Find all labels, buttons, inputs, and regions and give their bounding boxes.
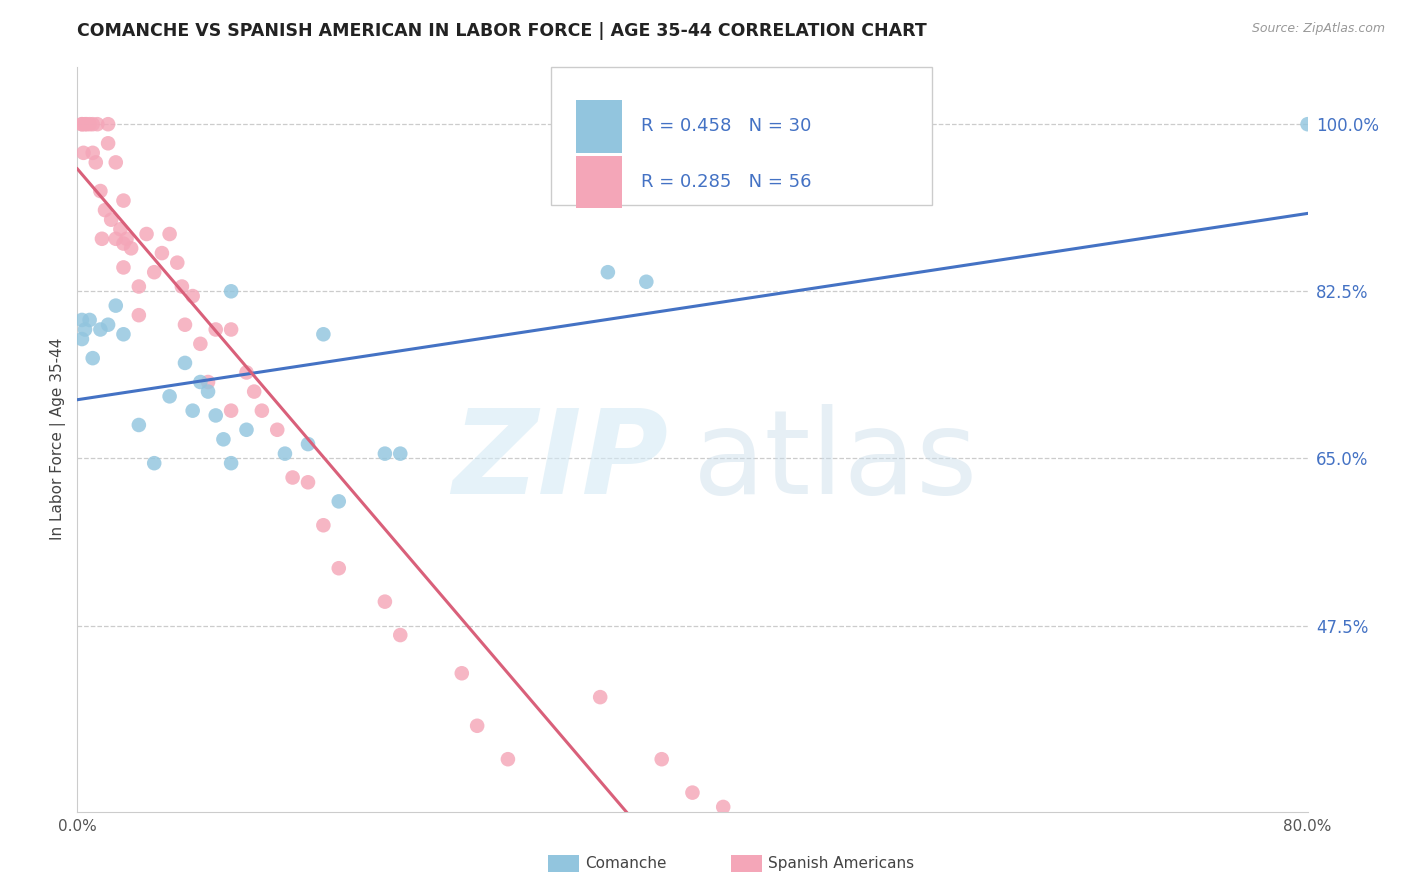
Point <box>89 184 111 198</box>
Bar <box>575 101 623 153</box>
Point <box>104 155 127 169</box>
Point <box>166 255 188 269</box>
Point <box>110 222 132 236</box>
Point <box>159 227 181 241</box>
Point <box>1296 117 1319 131</box>
Point <box>682 786 704 800</box>
Bar <box>575 156 623 209</box>
Point <box>297 437 319 451</box>
Point <box>312 518 335 533</box>
Point <box>112 327 135 342</box>
Point <box>170 279 193 293</box>
Point <box>204 322 226 336</box>
Point <box>496 752 519 766</box>
Point <box>174 318 197 332</box>
Point <box>128 308 150 322</box>
Point <box>274 447 297 461</box>
Point <box>150 246 173 260</box>
Point <box>219 456 242 470</box>
Text: Spanish Americans: Spanish Americans <box>768 856 914 871</box>
Point <box>100 212 122 227</box>
Point <box>73 117 96 131</box>
Text: Source: ZipAtlas.com: Source: ZipAtlas.com <box>1251 22 1385 36</box>
Point <box>219 285 242 299</box>
Point <box>197 375 219 389</box>
Point <box>70 313 93 327</box>
Point <box>89 322 111 336</box>
Point <box>104 232 127 246</box>
Text: R = 0.285   N = 56: R = 0.285 N = 56 <box>641 173 811 192</box>
Point <box>250 403 273 417</box>
Point <box>72 145 94 160</box>
Point <box>188 375 212 389</box>
Point <box>297 475 319 490</box>
Point <box>143 456 166 470</box>
Point <box>596 265 619 279</box>
Point <box>181 289 204 303</box>
Point <box>104 299 127 313</box>
Point <box>70 117 93 131</box>
Point <box>112 194 135 208</box>
Point <box>159 389 181 403</box>
Point <box>120 241 142 255</box>
Point <box>328 494 350 508</box>
Y-axis label: In Labor Force | Age 35-44: In Labor Force | Age 35-44 <box>51 338 66 541</box>
Point <box>79 117 101 131</box>
Point <box>465 719 488 733</box>
FancyBboxPatch shape <box>551 67 932 204</box>
Point <box>181 403 204 417</box>
Point <box>174 356 197 370</box>
Point <box>128 279 150 293</box>
Text: ZIP: ZIP <box>451 404 668 519</box>
Point <box>235 423 257 437</box>
Point <box>651 752 673 766</box>
Point <box>82 351 104 366</box>
Point <box>188 336 212 351</box>
Text: COMANCHE VS SPANISH AMERICAN IN LABOR FORCE | AGE 35-44 CORRELATION CHART: COMANCHE VS SPANISH AMERICAN IN LABOR FO… <box>77 22 927 40</box>
Point <box>97 117 120 131</box>
Point <box>636 275 658 289</box>
Point <box>115 232 138 246</box>
Text: R = 0.458   N = 30: R = 0.458 N = 30 <box>641 118 811 136</box>
Point <box>97 318 120 332</box>
Point <box>82 145 104 160</box>
Text: atlas: atlas <box>693 404 977 519</box>
Point <box>70 332 93 346</box>
Point <box>143 265 166 279</box>
Point <box>73 322 96 336</box>
Point <box>112 260 135 275</box>
Point <box>243 384 266 399</box>
Point <box>76 117 98 131</box>
Text: Comanche: Comanche <box>585 856 666 871</box>
Point <box>389 628 412 642</box>
Point <box>212 433 235 447</box>
Point <box>266 423 288 437</box>
Point <box>128 417 150 432</box>
Point <box>84 155 107 169</box>
Point <box>86 117 108 131</box>
Point <box>328 561 350 575</box>
Point <box>70 117 93 131</box>
Point <box>97 136 120 151</box>
Point <box>135 227 157 241</box>
Point <box>94 203 117 218</box>
Point <box>374 594 396 608</box>
Point <box>82 117 104 131</box>
Point <box>374 447 396 461</box>
Point <box>235 366 257 380</box>
Point <box>197 384 219 399</box>
Point <box>112 236 135 251</box>
Point <box>281 470 304 484</box>
Point <box>90 232 114 246</box>
Point <box>219 403 242 417</box>
Point <box>312 327 335 342</box>
Point <box>589 690 612 705</box>
Point <box>450 666 472 681</box>
Point <box>711 800 734 814</box>
Point <box>389 447 412 461</box>
Point <box>204 409 226 423</box>
Point <box>79 313 101 327</box>
Point <box>219 322 242 336</box>
